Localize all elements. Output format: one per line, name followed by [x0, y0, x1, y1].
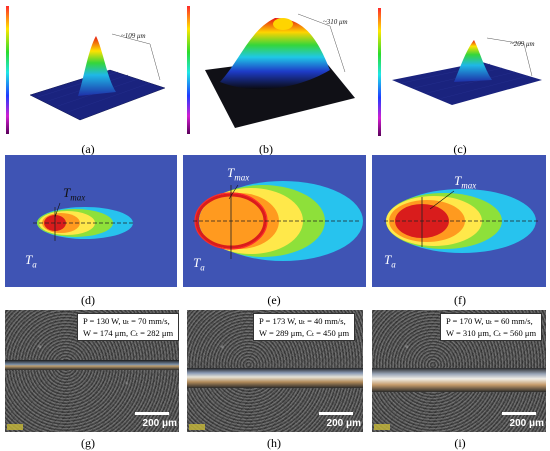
- parameter-box: P = 173 W, uₜ = 40 mm/s, W = 289 μm, Cₜ …: [253, 313, 356, 341]
- surface-plot-b: [205, 13, 355, 128]
- weld-track: [372, 368, 546, 392]
- dimension-label: ~109 μm: [121, 32, 146, 40]
- caption-f: (f): [454, 293, 466, 307]
- panel-f-thermal: Tmax Ta: [372, 155, 546, 287]
- colorbar: [187, 6, 190, 134]
- panel-h-micrograph: P = 173 W, uₜ = 40 mm/s, W = 289 μm, Cₜ …: [187, 310, 363, 432]
- caption-c: (c): [453, 142, 467, 156]
- ta-label: Ta: [25, 252, 37, 270]
- tmax-label: Tmax: [227, 165, 250, 183]
- scale-label: 200 μm: [509, 418, 544, 429]
- caption-i: (i): [454, 436, 466, 450]
- panel-e-thermal: Tmax Ta: [183, 155, 366, 287]
- scale-label: 200 μm: [142, 418, 177, 429]
- caption-a: (a): [81, 142, 95, 156]
- dimension-label: ~310 μm: [323, 18, 348, 26]
- panel-a-surface: ~109 μm: [0, 0, 180, 140]
- weld-track: [187, 368, 363, 388]
- ta-label: Ta: [384, 252, 396, 270]
- panel-c-surface: ~209 μm: [372, 0, 550, 140]
- parameter-box: P = 170 W, uₜ = 60 mm/s, W = 310 μm, Cₜ …: [440, 313, 543, 341]
- surface-plot-a: [29, 33, 166, 121]
- thermal-contour-d: [33, 202, 135, 241]
- caption-g: (g): [81, 436, 95, 450]
- caption-e: (e): [267, 293, 281, 307]
- scale-bar: [502, 412, 536, 415]
- weld-track: [5, 360, 179, 370]
- scale-bar: [319, 412, 353, 415]
- colorbar: [6, 6, 9, 134]
- panel-i-micrograph: P = 170 W, uₜ = 60 mm/s, W = 310 μm, Cₜ …: [372, 310, 546, 432]
- parameter-box: P = 130 W, uₜ = 70 mm/s, W = 174 μm, Cₜ …: [77, 313, 179, 341]
- panel-g-micrograph: P = 130 W, uₜ = 70 mm/s, W = 174 μm, Cₜ …: [5, 310, 179, 432]
- dimension-label: ~209 μm: [510, 40, 535, 48]
- tmax-label: Tmax: [63, 185, 86, 203]
- caption-b: (b): [259, 142, 273, 156]
- ta-label: Ta: [193, 255, 205, 273]
- scale-label: 200 μm: [326, 418, 361, 429]
- panel-d-thermal: Tmax Ta: [5, 155, 177, 287]
- tmax-label: Tmax: [454, 173, 477, 191]
- microscope-logo: [189, 424, 205, 430]
- thermal-contour-e: [193, 181, 363, 261]
- scale-bar: [135, 412, 169, 415]
- microscope-logo: [7, 424, 23, 430]
- thermal-contour-f: [384, 189, 540, 253]
- microscope-logo: [374, 424, 390, 430]
- colorbar: [378, 8, 381, 136]
- panel-b-surface: ~310 μm: [180, 0, 370, 140]
- caption-h: (h): [267, 436, 281, 450]
- surface-plot-c: [392, 37, 542, 105]
- caption-d: (d): [81, 293, 95, 307]
